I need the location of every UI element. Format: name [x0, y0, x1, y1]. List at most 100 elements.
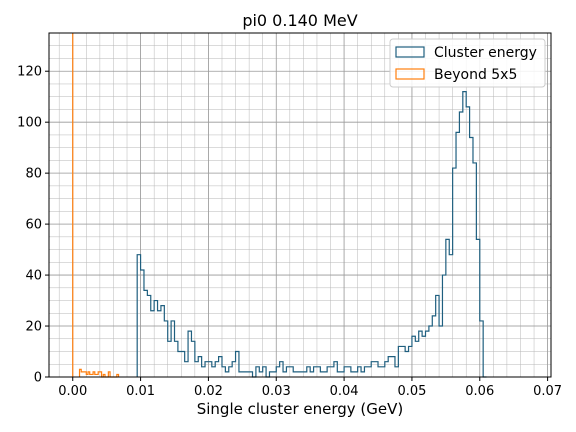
series-cluster-energy [136, 91, 487, 378]
histogram-bin [331, 367, 334, 377]
histogram-bin [81, 372, 83, 377]
histogram-bin [290, 367, 293, 377]
histogram-bin [310, 372, 313, 377]
y-tick-label: 20 [25, 320, 42, 335]
x-tick-label: 0.07 [533, 384, 562, 399]
histogram-bin [246, 372, 249, 377]
histogram-bin [385, 362, 388, 377]
histogram-bin [151, 311, 154, 377]
histogram-bin [256, 367, 259, 377]
histogram-bin [85, 372, 87, 377]
chart-title: pi0 0.140 MeV [242, 11, 357, 30]
histogram-bin [219, 357, 222, 377]
histogram-bin [388, 357, 391, 377]
histogram-bin [161, 306, 164, 377]
axis-ticks: 0.00 0.01 0.02 0.03 0.04 0.05 0.06 0.07 0 20 40 60 8… [17, 65, 562, 399]
histogram-bin [195, 362, 198, 377]
histogram-bin [432, 316, 435, 377]
histogram-bin [341, 372, 344, 377]
histogram-bin [293, 372, 296, 377]
histogram-bin [480, 321, 483, 377]
histogram-bin [327, 367, 330, 377]
histogram-bin [188, 331, 191, 377]
histogram-bin [212, 367, 215, 377]
legend-box [389, 38, 546, 88]
histogram-bin [93, 372, 95, 377]
x-tick-label: 0.04 [330, 384, 359, 399]
histogram-bin [317, 367, 320, 377]
histogram-bin [453, 168, 456, 377]
histogram-bin [171, 321, 174, 377]
histogram-bin [324, 372, 327, 377]
histogram-bin [232, 362, 235, 377]
histogram-bin [476, 239, 479, 377]
histogram-bin [375, 362, 378, 377]
histogram-bin [378, 367, 381, 377]
histogram-bin [442, 275, 445, 377]
histogram-bin [168, 341, 171, 377]
x-tick-label: 0.06 [465, 384, 494, 399]
histogram-bin [371, 362, 374, 377]
legend-swatch [395, 46, 425, 58]
histogram-bin [144, 290, 147, 377]
histogram-step-outline [136, 91, 487, 378]
histogram-bin [181, 352, 184, 377]
y-tick-label: 40 [25, 269, 42, 284]
histogram-bin [456, 132, 459, 377]
histogram-bin [229, 367, 232, 377]
histogram-bin [429, 326, 432, 377]
legend-swatch [395, 68, 425, 80]
histogram-bin [446, 239, 449, 377]
histogram-bin [300, 372, 303, 377]
histogram-bin [98, 372, 100, 377]
histogram-bin [358, 367, 361, 377]
histogram-bin [405, 352, 408, 377]
histogram-bin [259, 372, 262, 377]
histogram-bin [141, 270, 144, 377]
histogram-bin [185, 362, 188, 377]
histogram-bin [449, 255, 452, 377]
histogram-bin [402, 346, 405, 377]
histogram-bin [334, 362, 337, 377]
histogram-bin [320, 372, 323, 377]
histogram-bin [337, 372, 340, 377]
y-tick-label: 60 [25, 218, 42, 233]
histogram-bin [147, 295, 150, 377]
histogram-bin [344, 367, 347, 377]
histogram-bin [202, 367, 205, 377]
legend-entry: Beyond 5x5 [434, 67, 517, 83]
histogram-bin [154, 301, 157, 377]
histogram-bin [236, 352, 239, 377]
histogram-bin [178, 352, 181, 377]
x-tick-label: 0.03 [262, 384, 291, 399]
histogram-bin [273, 372, 276, 377]
histogram-bin [412, 336, 415, 377]
plot-frame [48, 32, 552, 378]
histogram-bin [459, 112, 462, 377]
histogram-bin [175, 341, 178, 377]
histogram-bin [368, 367, 371, 377]
histogram-bin [239, 372, 242, 377]
histogram-bin [108, 372, 110, 377]
x-axis-label: Single cluster energy (GeV) [197, 400, 404, 418]
histogram-bin [263, 367, 266, 377]
histogram-bin [381, 367, 384, 377]
histogram-bin [100, 372, 102, 377]
histogram-bin [354, 372, 357, 377]
histogram-bin [466, 107, 469, 377]
histogram-bin [463, 92, 466, 377]
histogram-bin [158, 311, 161, 377]
y-tick-label: 100 [17, 116, 42, 131]
histogram-bin [473, 163, 476, 377]
histogram-bin [242, 372, 245, 377]
histogram-bin [409, 346, 412, 377]
histogram-bin [398, 346, 401, 377]
y-tick-label: 80 [25, 167, 42, 182]
legend-entry: Cluster energy [434, 45, 537, 61]
histogram-bin [297, 372, 300, 377]
histogram-bin [415, 341, 418, 377]
histogram-bin [361, 372, 364, 377]
histogram-bin [80, 369, 82, 377]
histogram-bin [83, 372, 85, 377]
